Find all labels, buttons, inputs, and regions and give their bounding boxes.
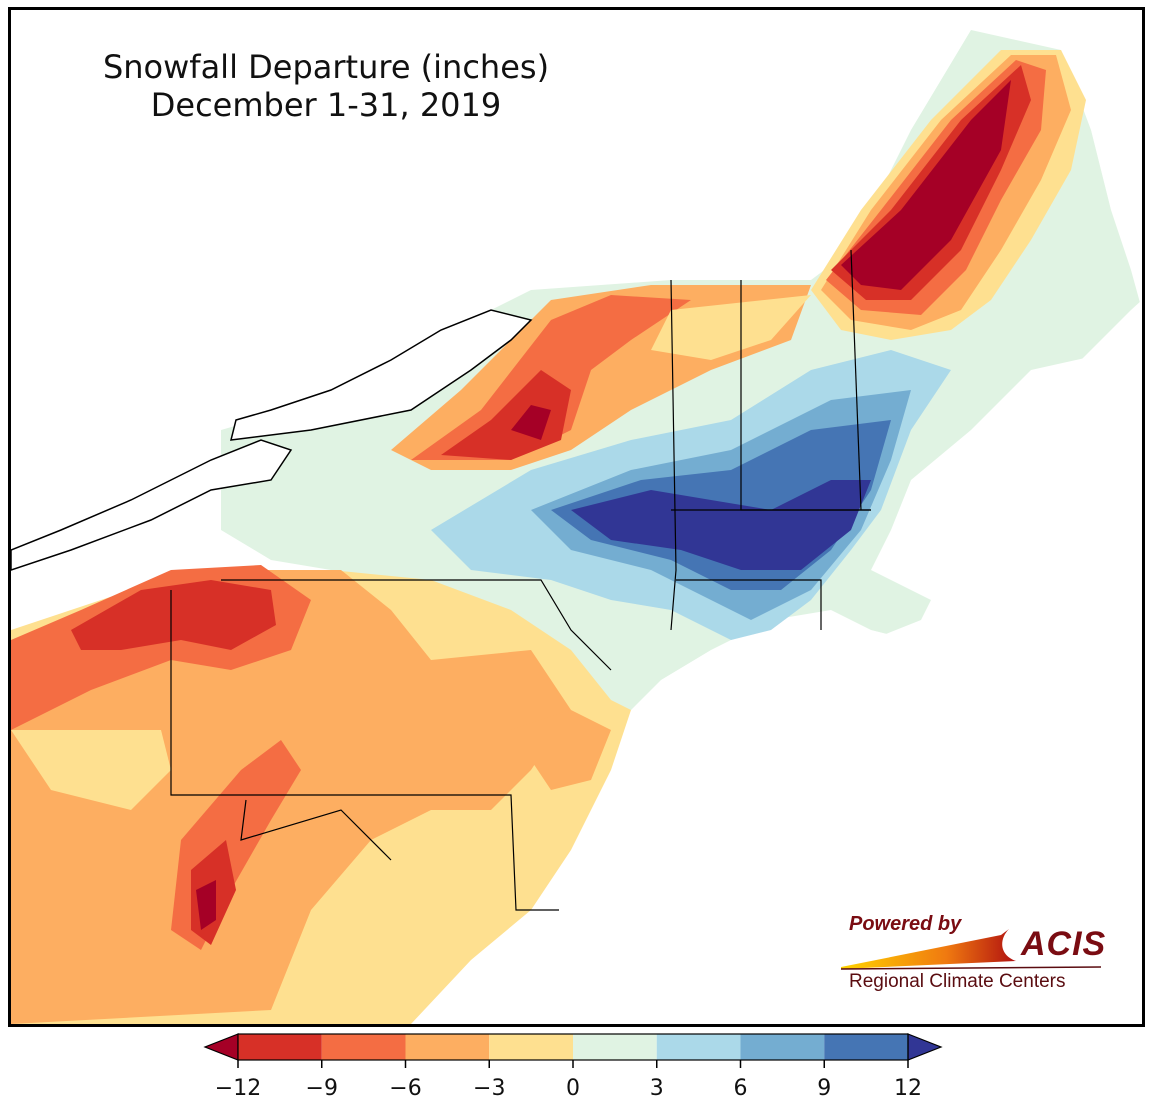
- map-title: Snowfall Departure (inches) December 1-3…: [51, 48, 601, 124]
- acis-subtitle: Regional Climate Centers: [849, 971, 1066, 992]
- state-borders: [170, 249, 871, 911]
- surplus-contours: [431, 350, 951, 640]
- great-lakes: [11, 309, 533, 571]
- maine-deficit: [811, 50, 1086, 340]
- colorbar: −12 −9 −6 −3 0 3 6 9 12: [203, 1033, 943, 1101]
- title-line-2: December 1-31, 2019: [150, 86, 502, 124]
- acis-logo: Powered by ACIS Regional Climate Centers: [831, 905, 1131, 1005]
- colorbar-arrow-low: [203, 1033, 239, 1061]
- colorbar-tick-label: 6: [734, 1076, 748, 1101]
- deficit-contours: [11, 565, 611, 1024]
- ny-deficit: [391, 285, 811, 470]
- colorbar-arrow-high: [907, 1033, 943, 1061]
- colorbar-bin: [321, 1034, 406, 1060]
- colorbar-tick-label: 3: [650, 1076, 664, 1101]
- acis-swoosh-icon: [840, 929, 1102, 970]
- colorbar-bins: [203, 1033, 943, 1061]
- acis-name: ACIS: [1021, 925, 1107, 963]
- colorbar-bin: [573, 1034, 657, 1060]
- colorbar-tick-label: −3: [473, 1076, 505, 1101]
- colorbar-bin: [489, 1034, 573, 1060]
- colorbar-ticks: −12 −9 −6 −3 0 3 6 9 12: [215, 1060, 922, 1101]
- colorbar-tick-label: −12: [215, 1076, 261, 1101]
- snowfall-departure-map: [11, 10, 1142, 1024]
- colorbar-bin: [656, 1034, 741, 1060]
- powered-by-text: Powered by: [849, 913, 962, 935]
- colorbar-bin: [740, 1034, 825, 1060]
- colorbar-tick-label: 9: [817, 1076, 831, 1101]
- title-line-1: Snowfall Departure (inches): [102, 48, 550, 86]
- colorbar-bin: [405, 1034, 490, 1060]
- colorbar-tick-label: −9: [306, 1076, 338, 1101]
- colorbar-tick-label: 0: [566, 1076, 580, 1101]
- colorbar-bin: [238, 1034, 322, 1060]
- map-panel: Snowfall Departure (inches) December 1-3…: [8, 7, 1145, 1027]
- colorbar-bin: [824, 1034, 908, 1060]
- colorbar-tick-label: 12: [894, 1076, 922, 1101]
- colorbar-tick-label: −6: [389, 1076, 421, 1101]
